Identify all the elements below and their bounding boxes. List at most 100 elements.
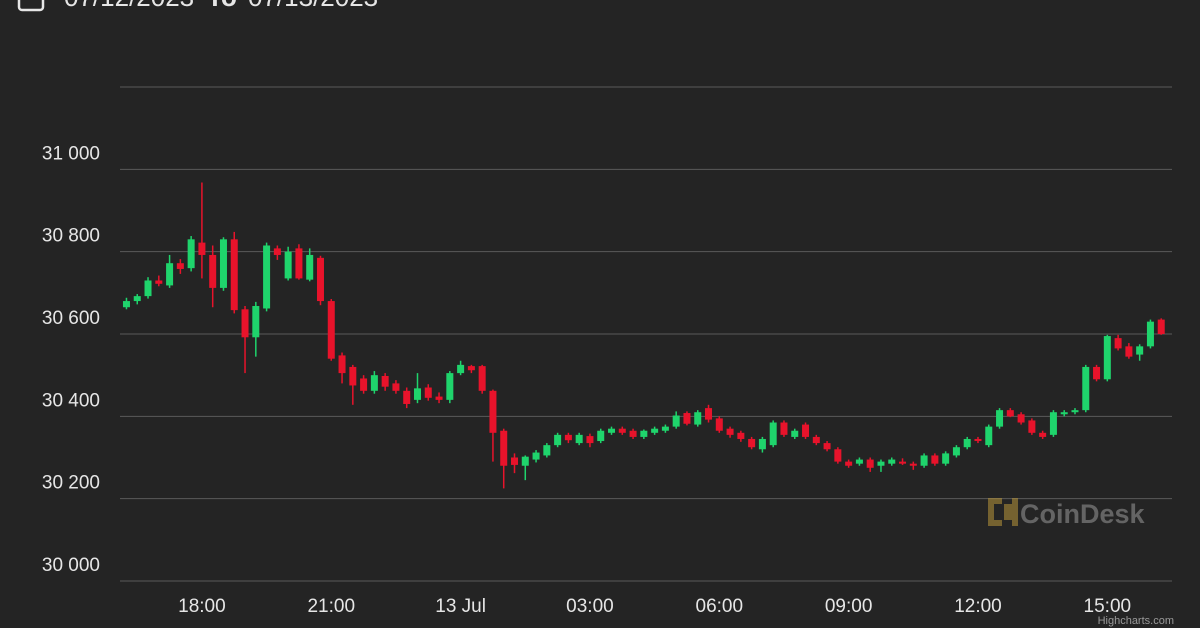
watermark-logo <box>988 498 1018 526</box>
candle-body <box>758 438 766 450</box>
candles <box>122 182 1165 489</box>
candle-body <box>457 364 465 374</box>
candle-body <box>1082 366 1090 411</box>
watermark: CoinDesk <box>1020 499 1146 529</box>
candle-body <box>672 415 680 427</box>
candle-body <box>909 463 917 466</box>
candle-body <box>263 245 271 309</box>
candle-body <box>1071 410 1079 413</box>
candle-body <box>370 375 378 391</box>
candle-body <box>726 428 734 435</box>
candle-body <box>209 254 217 288</box>
candle-body <box>575 434 583 444</box>
candle-body <box>219 239 227 288</box>
candle-body <box>586 436 594 444</box>
candle-body <box>327 301 335 359</box>
date-to: 07/13/2023 <box>248 0 378 12</box>
candle-body <box>694 412 702 425</box>
candle-body <box>715 418 723 431</box>
candle-body <box>1157 319 1165 334</box>
y-tick-label: 30 400 <box>42 390 100 411</box>
candle-body <box>618 428 626 433</box>
candle-body <box>500 430 508 466</box>
candle-body <box>705 408 713 420</box>
y-tick-label: 31 000 <box>42 143 100 164</box>
candle-body <box>597 430 605 442</box>
candle-body <box>511 457 518 465</box>
candle-body <box>521 456 529 466</box>
candle-body <box>1039 432 1047 437</box>
candle-body <box>866 459 874 468</box>
candle-body <box>403 390 411 404</box>
candle-body <box>435 396 443 400</box>
candle-body <box>424 387 432 398</box>
candle-body <box>1049 412 1057 435</box>
candle-body <box>360 378 368 391</box>
candle-body <box>823 443 831 450</box>
candle-body <box>554 434 562 446</box>
candle-body <box>306 254 314 280</box>
candle-body <box>198 242 206 255</box>
candle-body <box>1125 346 1133 357</box>
candle-body <box>241 309 249 338</box>
x-tick-label: 18:00 <box>178 596 226 617</box>
candle-body <box>855 459 863 464</box>
date-from: 07/12/2023 <box>64 0 194 12</box>
candle-body <box>791 430 799 437</box>
x-tick-label: 12:00 <box>954 596 1002 617</box>
candle-body <box>1060 412 1068 415</box>
candle-body <box>166 263 174 286</box>
calendar-icon <box>17 0 45 12</box>
candle-body <box>942 453 950 464</box>
candle-body <box>155 280 163 284</box>
candle-body <box>252 306 260 338</box>
candle-body <box>985 426 993 446</box>
candle-body <box>489 390 497 433</box>
x-tick-label: 09:00 <box>825 596 873 617</box>
candle-body <box>413 388 421 400</box>
credits: Highcharts.com <box>1098 615 1174 627</box>
candle-body <box>1146 321 1154 347</box>
candle-body <box>834 449 842 462</box>
y-tick-label: 30 800 <box>42 226 100 247</box>
candle-body <box>769 422 777 446</box>
candle-body <box>952 447 960 456</box>
candle-body <box>467 366 475 371</box>
candle-body <box>974 438 982 442</box>
candle-body <box>802 424 810 437</box>
candle-body <box>963 438 971 448</box>
candle-body <box>478 366 486 391</box>
candle-body <box>1093 366 1101 380</box>
candle-body <box>899 461 907 464</box>
candle-body <box>931 455 939 464</box>
candle-body <box>1136 346 1144 355</box>
candle-body <box>1006 410 1014 417</box>
x-tick-label: 15:00 <box>1084 596 1132 617</box>
candle-body <box>1028 420 1036 433</box>
candle-body <box>564 434 572 441</box>
candle-body <box>748 438 756 448</box>
candle-body <box>651 428 659 433</box>
candle-body <box>996 410 1004 427</box>
candle-body <box>338 355 346 374</box>
candle-body <box>888 459 896 464</box>
candle-body <box>543 445 551 456</box>
candle-body <box>133 296 141 302</box>
candle-body <box>144 280 152 297</box>
candle-body <box>349 366 357 386</box>
y-tick-label: 30 200 <box>42 473 100 494</box>
candle-body <box>661 426 669 431</box>
candle-body <box>877 461 885 466</box>
watermark-group: CoinDesk <box>988 498 1146 529</box>
candle-body <box>737 432 745 439</box>
candle-body <box>532 452 540 460</box>
candle-body <box>446 373 454 400</box>
candle-body <box>187 239 195 269</box>
x-tick-label: 06:00 <box>696 596 744 617</box>
candle-body <box>1103 336 1111 380</box>
candle-body <box>1017 414 1025 423</box>
candle-body <box>812 436 820 444</box>
candle-body <box>845 461 853 466</box>
